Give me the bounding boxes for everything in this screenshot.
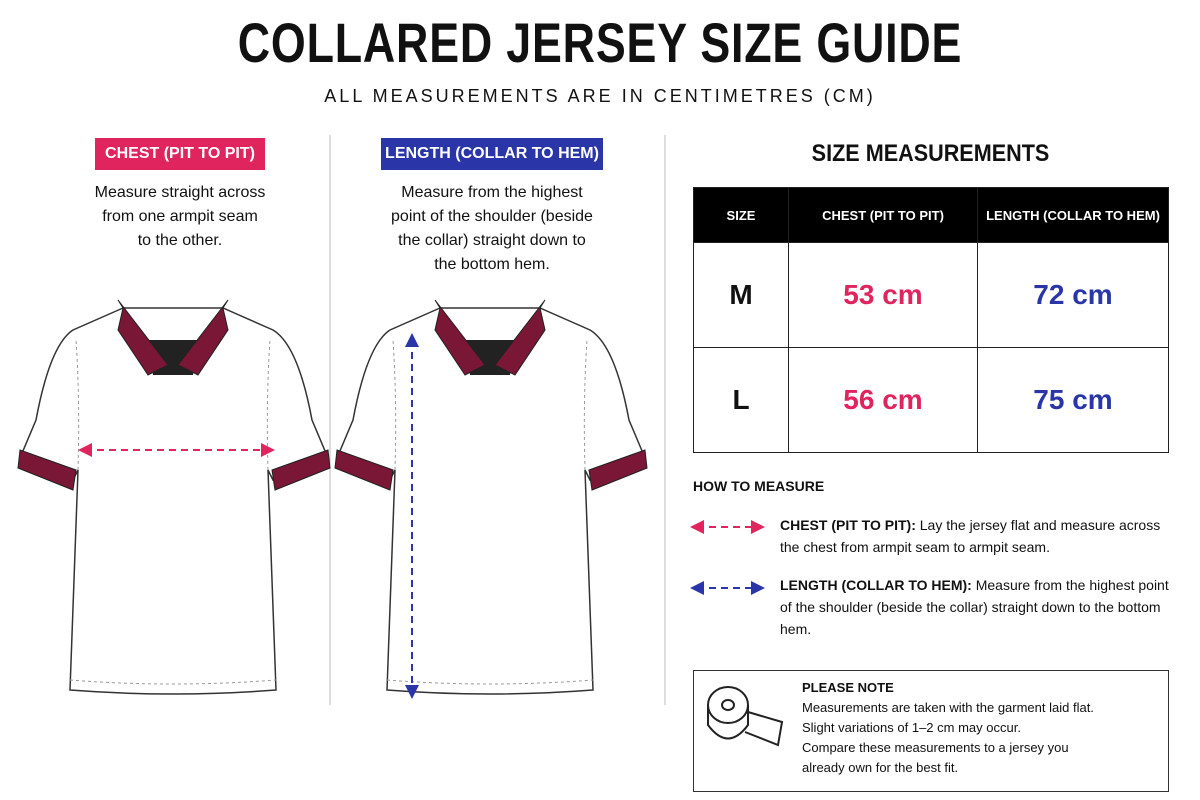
size-cell: M [693, 242, 789, 348]
title: COLLARED JERSEY SIZE GUIDE [237, 11, 963, 74]
text-line: point of the shoulder (beside [391, 208, 593, 225]
chest-cell: 56 cm [788, 347, 978, 453]
row: L 56 cm 75 cm [693, 347, 1169, 453]
text: Measure from the highest point of the sh… [780, 577, 1169, 637]
tape-icon [707, 686, 784, 747]
note: PLEASE NOTE Measurements are taken with … [802, 678, 1094, 778]
length-cell: 72 cm [977, 242, 1169, 348]
text-line: the bottom hem. [434, 256, 550, 273]
jersey-front [334, 299, 648, 695]
chest-description: Measure straight across from one armpit … [30, 181, 330, 253]
note-line: Compare these measurements to a jersey y… [802, 740, 1069, 755]
text-line: to the other. [137, 232, 223, 249]
note-box [693, 670, 1169, 792]
note-title: PLEASE NOTE [802, 680, 894, 695]
how-to-item: LENGTH (COLLAR TO HEM): Measure from the… [780, 574, 1170, 640]
how-to-title: HOW TO MEASURE [693, 478, 825, 494]
chest-cell: 53 cm [788, 242, 978, 348]
text-line: from one armpit seam [102, 208, 258, 225]
column-header: CHEST (PIT TO PIT) [788, 187, 978, 243]
how-to-item: CHEST (PIT TO PIT): Lay the jersey flat … [780, 514, 1175, 558]
length-description: Measure from the highest point of the sh… [342, 181, 642, 277]
text-line: the collar) straight down to [398, 232, 586, 249]
size-table: SIZE CHEST (PIT TO PIT) LENGTH (COLLAR T… [693, 187, 1169, 453]
size-cell: L [693, 347, 789, 453]
text-line: Measure straight across [94, 184, 266, 201]
note-line: Slight variations of 1–2 cm may occur. [802, 720, 1021, 735]
term: LENGTH (COLLAR TO HEM): [780, 577, 972, 593]
row: M 53 cm 72 cm [693, 242, 1169, 348]
chest-label: CHEST (PIT TO PIT) [95, 138, 265, 170]
jersey-front [17, 299, 331, 695]
table-title: SIZE MEASUREMENTS [811, 140, 1050, 167]
column-header: LENGTH (COLLAR TO HEM) [977, 187, 1169, 243]
header-row: SIZE CHEST (PIT TO PIT) LENGTH (COLLAR T… [693, 187, 1169, 243]
note-line: already own for the best fit. [802, 760, 959, 775]
text-line: Measure from the highest [401, 184, 583, 201]
subtitle: ALL MEASUREMENTS ARE IN CENTIMETRES (CM) [324, 86, 876, 106]
column-header: SIZE [693, 187, 789, 243]
note-line: Measurements are taken with the garment … [802, 700, 1094, 715]
text: Lay the jersey flat and measure across t… [780, 517, 1161, 555]
length-cell: 75 cm [977, 347, 1169, 453]
term: CHEST (PIT TO PIT): [780, 517, 916, 533]
length-label: LENGTH (COLLAR TO HEM) [381, 138, 603, 170]
